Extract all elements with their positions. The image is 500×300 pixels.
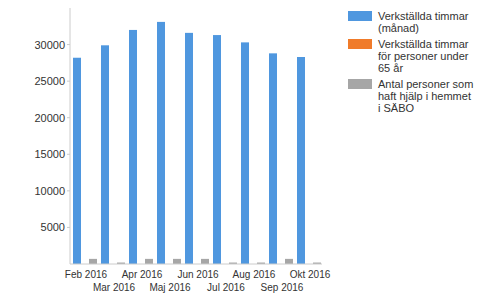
legend-swatch xyxy=(348,11,372,21)
y-tick-label: 30000 xyxy=(34,39,65,51)
legend-label: Verkställda timmar(månad) xyxy=(378,10,469,34)
legend-label: Antal personer somhaft hjälp i hemmeti S… xyxy=(378,78,473,114)
bar xyxy=(157,22,165,264)
chart: 5000 10000 15000 20000 25000 30000 Feb 2016 Mar… xyxy=(0,0,500,300)
bars xyxy=(73,22,321,264)
legend-swatch xyxy=(348,39,372,49)
bar xyxy=(101,45,109,264)
x-tick-label: Mar 2016 xyxy=(93,282,136,293)
x-axis xyxy=(70,264,322,265)
y-axis xyxy=(70,8,71,264)
bar xyxy=(241,42,249,264)
bar xyxy=(129,30,137,264)
bar xyxy=(269,53,277,264)
y-tick-label: 10000 xyxy=(34,185,65,197)
y-tick-label: 5000 xyxy=(41,221,65,233)
x-tick-label: Aug 2016 xyxy=(233,269,276,280)
x-tick-label: Maj 2016 xyxy=(149,282,191,293)
bar xyxy=(285,259,293,264)
x-tick-label: Jun 2016 xyxy=(177,269,219,280)
x-tick-label: Jul 2016 xyxy=(207,282,245,293)
bar xyxy=(173,259,181,264)
x-tick-label: Feb 2016 xyxy=(65,269,108,280)
bar xyxy=(73,58,81,264)
bar xyxy=(145,259,153,264)
bar xyxy=(201,259,209,264)
x-tick-label: Okt 2016 xyxy=(290,269,331,280)
x-tick-label: Sep 2016 xyxy=(261,282,304,293)
legend-label: Verkställda timmarför personer under65 å… xyxy=(378,38,469,74)
bar xyxy=(297,57,305,264)
bar xyxy=(185,33,193,264)
y-tick-label: 25000 xyxy=(34,75,65,87)
y-tick-label: 20000 xyxy=(34,112,65,124)
y-tick-label: 15000 xyxy=(34,148,65,160)
x-tick-label: Apr 2016 xyxy=(122,269,163,280)
bar xyxy=(89,259,97,264)
bar xyxy=(213,35,221,264)
legend-swatch xyxy=(348,79,372,89)
